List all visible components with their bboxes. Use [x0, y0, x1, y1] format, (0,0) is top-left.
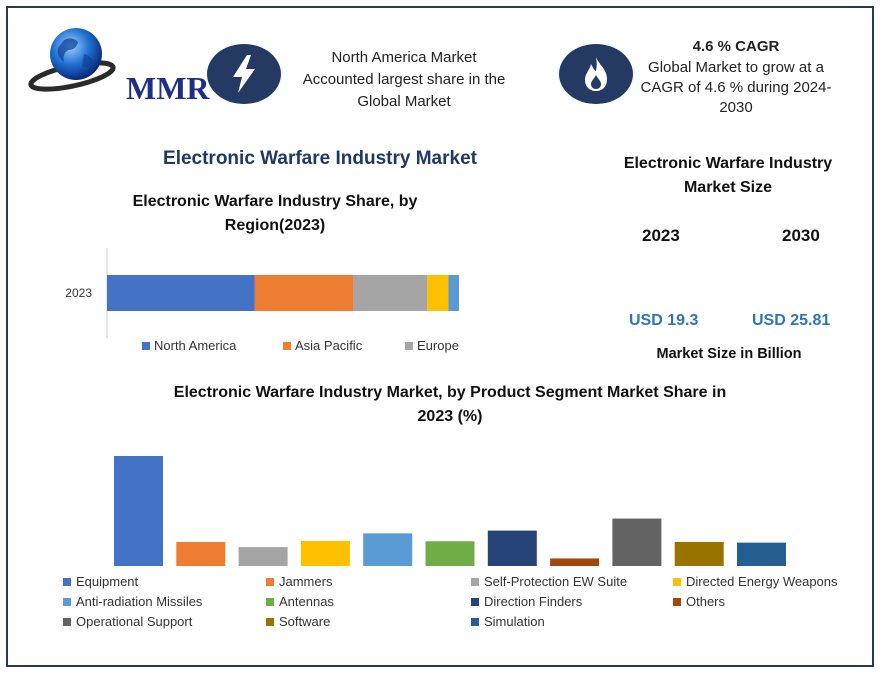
segment-legend-swatch [63, 617, 71, 626]
region-bar-segment [427, 275, 449, 311]
segment-legend-item: Antennas [266, 594, 334, 609]
segment-bar [425, 541, 475, 566]
product-segment-chart [114, 456, 786, 566]
cagr-title: 4.6 % CAGR [692, 38, 780, 55]
region-chart-title: Electronic Warfare Industry Share, by Re… [100, 190, 450, 238]
lightning-icon [233, 55, 255, 93]
segment-bar [176, 541, 226, 566]
segment-legend-label: Self-Protection EW Suite [484, 574, 628, 589]
segment-legend-label: Others [686, 594, 726, 609]
region-chart-title-line: Region(2023) [224, 217, 326, 234]
segment-bar [612, 518, 662, 566]
highlight-cagr-text: 4.6 % CAGR Global Market to grow at a CA… [636, 36, 836, 118]
segment-chart-title-line: Electronic Warfare Industry Market, by P… [173, 384, 727, 401]
highlight-cagr-icon-circle [559, 44, 633, 104]
globe-logo-icon [28, 28, 116, 92]
region-chart-title-line: Electronic Warfare Industry Share, by [132, 193, 418, 210]
segment-chart-title-line: 2023 (%) [417, 408, 483, 425]
segment-bar [300, 540, 350, 566]
main-title: Electronic Warfare Industry Market [163, 148, 477, 169]
segment-bar [674, 541, 724, 566]
segment-legend-item: Equipment [63, 574, 138, 589]
region-legend-swatch [405, 342, 413, 350]
market-size-year-2023: 2023 [642, 226, 680, 245]
segment-legend-label: Jammers [279, 574, 333, 589]
segment-bar [114, 456, 163, 566]
market-size-caption: Market Size in Billion [656, 346, 802, 362]
segment-legend-label: Software [279, 614, 331, 629]
segment-legend-swatch [266, 577, 274, 586]
highlight-line: Accounted largest share in the [302, 71, 506, 88]
segment-legend-label: Operational Support [76, 614, 193, 629]
segment-legend-item: Self-Protection EW Suite [471, 574, 627, 589]
highlight-line: CAGR of 4.6 % during 2024- [640, 79, 832, 96]
region-legend-label: Europe [417, 338, 459, 353]
highlight-north-america-icon-circle [207, 44, 281, 104]
logo-text: MMR [126, 70, 210, 106]
segment-legend-label: Simulation [484, 614, 545, 629]
region-bar-segment [353, 275, 428, 311]
segment-legend-swatch [471, 617, 479, 626]
segment-chart-title: Electronic Warfare Industry Market, by P… [100, 381, 800, 429]
region-bar-segment [448, 275, 459, 311]
segment-legend-item: Others [673, 594, 725, 609]
segment-legend-swatch [471, 577, 479, 586]
highlight-line: Global Market to grow at a [648, 59, 824, 76]
segment-legend-label: Direction Finders [484, 594, 583, 609]
segment-legend-swatch [673, 597, 681, 606]
region-bar-segment [254, 275, 354, 311]
region-bar-segment [107, 275, 255, 311]
highlight-north-america-text: North America Market Accounted largest s… [286, 47, 522, 113]
flame-icon [585, 57, 607, 91]
segment-legend-label: Antennas [279, 594, 334, 609]
infographic-frame [6, 6, 874, 667]
mmr-logo: MMR [28, 24, 210, 106]
segment-legend-item: Direction Finders [471, 594, 582, 609]
segment-legend-label: Equipment [76, 574, 139, 589]
region-legend-swatch [142, 342, 150, 350]
segment-legend-item: Jammers [266, 574, 332, 589]
market-size-title: Electronic Warfare Industry Market Size [606, 152, 850, 200]
market-size-year-2030: 2030 [782, 226, 820, 245]
segment-legend-swatch [266, 617, 274, 626]
region-share-chart: 2023 North America Asia Pacific Europe [65, 248, 459, 353]
segment-legend-swatch [673, 577, 681, 586]
segment-legend-item: Simulation [471, 614, 545, 629]
segment-bar [737, 542, 786, 566]
segment-legend-label: Directed Energy Weapons [686, 574, 838, 589]
segment-legend-item: Directed Energy Weapons [673, 574, 838, 589]
segment-legend-swatch [63, 577, 71, 586]
region-legend-swatch [283, 342, 291, 350]
region-legend-label: North America [154, 338, 237, 353]
segment-bar [550, 558, 600, 566]
segment-bar [363, 533, 413, 566]
highlight-line: North America Market [331, 49, 477, 66]
segment-legend-item: Software [266, 614, 330, 629]
segment-bar [238, 547, 288, 566]
region-legend-label: Asia Pacific [295, 338, 363, 353]
segment-bar [487, 530, 537, 566]
segment-legend-label: Anti-radiation Missiles [76, 594, 203, 609]
segment-legend-swatch [471, 597, 479, 606]
market-size-value-2023: USD 19.3 [629, 312, 699, 329]
highlight-line: Global Market [357, 93, 451, 110]
segment-legend-item: Operational Support [63, 614, 192, 629]
market-size-value-2030: USD 25.81 [752, 312, 831, 329]
market-size-title-line: Market Size [683, 179, 773, 196]
segment-legend-item: Anti-radiation Missiles [63, 594, 202, 609]
region-category-label: 2023 [65, 286, 92, 300]
segment-legend-swatch [266, 597, 274, 606]
highlight-line: 2030 [719, 99, 753, 116]
market-size-title-line: Electronic Warfare Industry [623, 155, 833, 172]
segment-legend-swatch [63, 597, 71, 606]
